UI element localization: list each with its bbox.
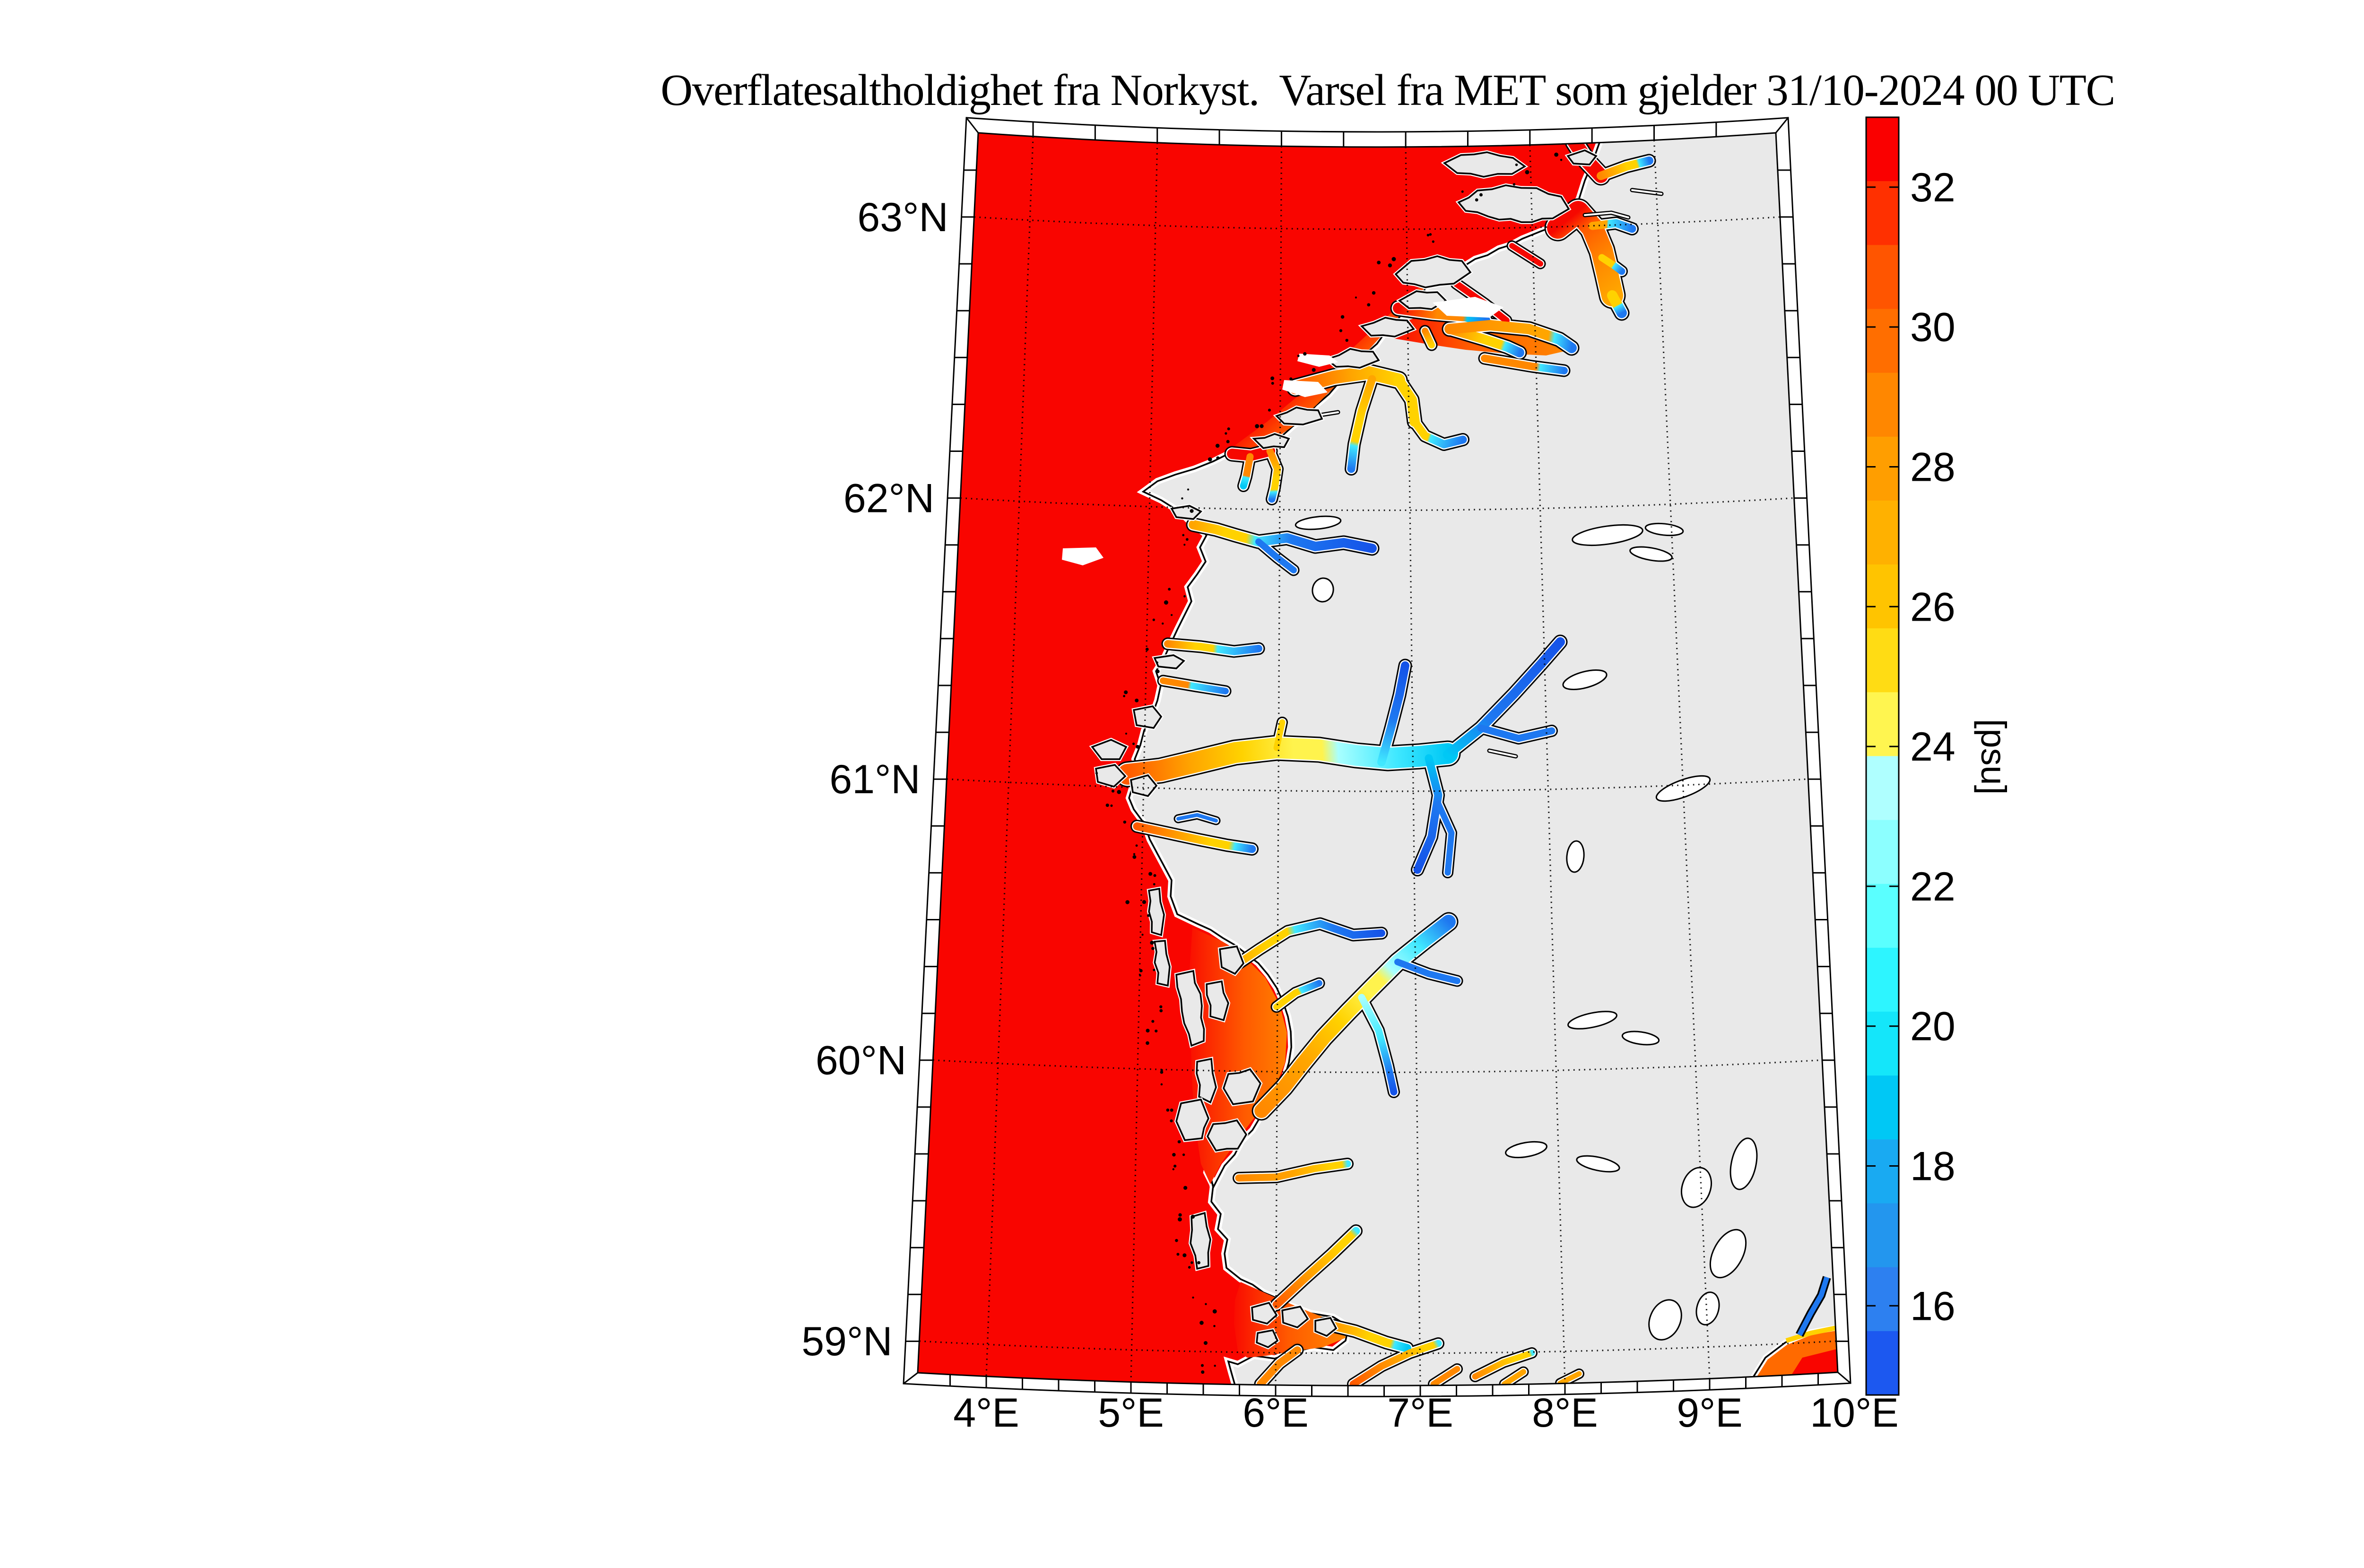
svg-text:28: 28: [1910, 445, 1956, 490]
svg-text:8°E: 8°E: [1532, 1390, 1598, 1436]
svg-text:62°N: 62°N: [843, 476, 934, 521]
svg-text:5°E: 5°E: [1098, 1390, 1164, 1436]
svg-text:9°E: 9°E: [1677, 1390, 1743, 1436]
svg-text:30: 30: [1910, 305, 1956, 350]
svg-text:6°E: 6°E: [1243, 1390, 1309, 1436]
svg-text:24: 24: [1910, 724, 1956, 770]
svg-text:26: 26: [1910, 584, 1956, 630]
svg-text:7°E: 7°E: [1387, 1390, 1453, 1436]
svg-text:[psu]: [psu]: [1974, 719, 2013, 795]
svg-text:4°E: 4°E: [953, 1390, 1019, 1436]
svg-text:20: 20: [1910, 1004, 1956, 1049]
svg-text:59°N: 59°N: [801, 1319, 892, 1364]
svg-text:16: 16: [1910, 1283, 1956, 1329]
svg-text:Overflatesaltholdighet fra Nor: Overflatesaltholdighet fra Norkyst. Vars…: [661, 66, 2115, 115]
svg-text:61°N: 61°N: [829, 757, 920, 802]
svg-text:10°E: 10°E: [1810, 1390, 1898, 1436]
svg-text:63°N: 63°N: [857, 195, 948, 240]
svg-text:22: 22: [1910, 864, 1956, 910]
svg-text:18: 18: [1910, 1144, 1956, 1189]
svg-text:32: 32: [1910, 165, 1956, 210]
svg-text:60°N: 60°N: [816, 1038, 906, 1083]
